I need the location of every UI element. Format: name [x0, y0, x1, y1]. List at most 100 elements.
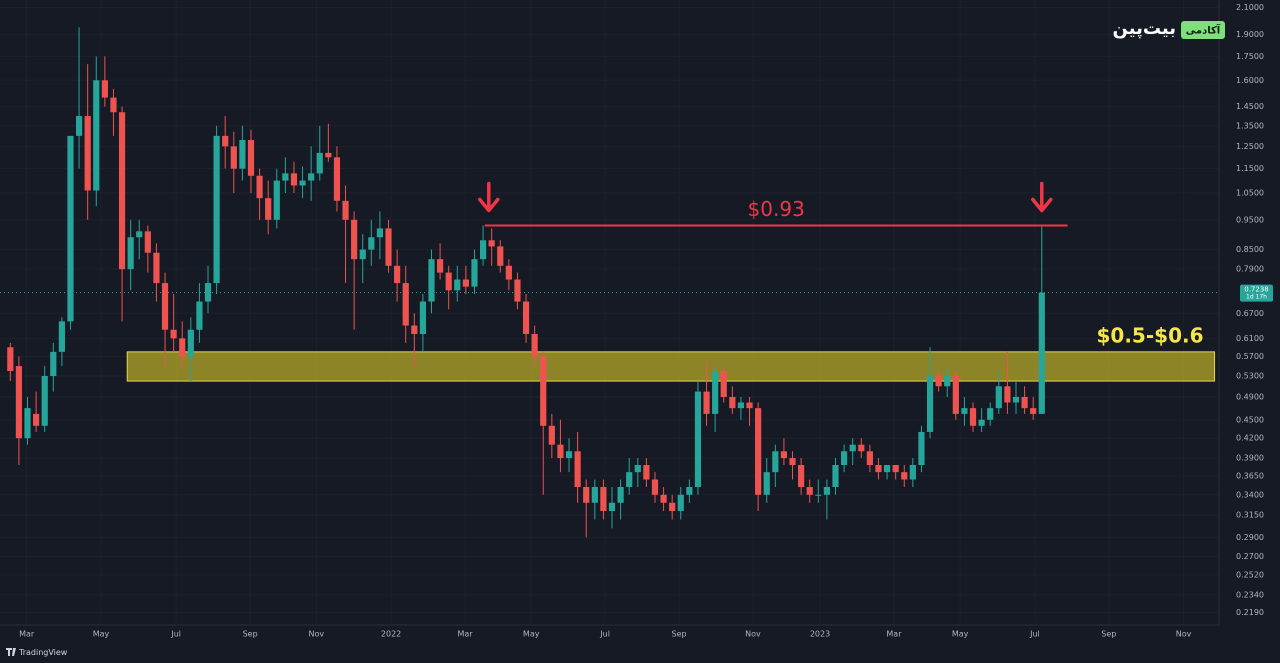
candle-body: [265, 198, 272, 220]
candle-body: [531, 334, 538, 357]
candle-body: [299, 180, 306, 186]
candle-body: [935, 375, 942, 387]
candle-body: [282, 173, 289, 181]
candle-body: [454, 279, 461, 291]
candle-body: [806, 487, 813, 495]
candle-body: [892, 465, 899, 473]
candle-body: [273, 180, 280, 220]
y-tick-label: 0.4500: [1236, 415, 1264, 424]
y-tick-label: 1.7500: [1236, 52, 1264, 61]
support-zone: [126, 351, 1216, 382]
x-tick-label: Jul: [170, 630, 181, 639]
candle-body: [41, 375, 48, 426]
plot-area: [0, 27, 1218, 538]
y-tick-label: 0.5700: [1236, 352, 1264, 361]
candle-body: [901, 472, 908, 480]
y-tick-label: 1.2500: [1236, 142, 1264, 151]
logo-badge: [1181, 21, 1225, 39]
candle-body: [58, 321, 65, 352]
x-tick-label: Sep: [672, 630, 687, 639]
candle-body: [961, 408, 968, 414]
y-tick-label: 0.6100: [1236, 334, 1264, 343]
x-tick-label: May: [93, 630, 110, 639]
y-tick-label: 0.7900: [1236, 265, 1264, 274]
candle-body: [376, 228, 384, 238]
y-tick-label: 0.3650: [1236, 471, 1264, 480]
candle-body: [944, 375, 951, 387]
candle-body: [7, 347, 14, 371]
y-tick-label: 0.2190: [1236, 608, 1264, 617]
y-tick-label: 1.4500: [1236, 102, 1264, 111]
candle-body: [394, 265, 401, 284]
x-tick-label: Mar: [19, 630, 35, 639]
y-tick-label: 0.3400: [1236, 490, 1264, 499]
y-tick-label: 1.6000: [1236, 76, 1264, 85]
candle-body: [643, 465, 650, 480]
candle-body: [230, 146, 237, 169]
candle-body: [583, 487, 590, 503]
candle-body: [84, 116, 91, 191]
x-tick-label: Nov: [309, 630, 325, 639]
x-tick-label: Jul: [1029, 630, 1040, 639]
candle-body: [325, 152, 332, 158]
candle-body: [729, 396, 736, 409]
x-tick-label: Sep: [1101, 630, 1116, 639]
candle-body: [634, 465, 641, 473]
candle-body: [840, 451, 848, 466]
candle-body: [832, 465, 839, 488]
candle-body: [669, 502, 676, 512]
footer-logo: TradingView: [6, 648, 68, 657]
candle-body: [127, 237, 134, 270]
candle-body: [883, 465, 891, 473]
y-tick-label: 0.8500: [1236, 245, 1264, 254]
candle-body: [385, 228, 392, 266]
y-tick-label: 0.2900: [1236, 533, 1264, 542]
arrow: [1031, 181, 1053, 213]
candle-body: [952, 375, 959, 414]
x-tick-label: Mar: [886, 630, 902, 639]
candle-body: [626, 472, 633, 488]
candle-body: [514, 279, 521, 302]
candle-body: [428, 259, 435, 302]
y-tick-label: 0.6700: [1236, 309, 1264, 318]
candle-body: [445, 272, 452, 291]
zone-label: $0.5-$0.6: [1097, 323, 1204, 347]
candle-body: [677, 494, 684, 512]
candle-body: [557, 444, 564, 459]
candle-body: [67, 135, 74, 322]
candle-body: [1030, 408, 1037, 414]
candle-body: [608, 502, 616, 512]
candle-body: [368, 237, 375, 250]
x-tick-label: Nov: [745, 630, 761, 639]
x-tick-label: Sep: [243, 630, 258, 639]
candle-body: [918, 431, 925, 466]
candle-body: [118, 112, 126, 270]
candle-body: [101, 80, 108, 98]
candle-body: [75, 116, 83, 136]
candle-body: [660, 494, 667, 503]
candle-body: [144, 231, 151, 253]
candle-body: [437, 259, 444, 273]
candle-body: [875, 465, 882, 473]
candle-body: [488, 240, 495, 247]
candle-body: [256, 175, 263, 199]
candle-body: [926, 375, 934, 432]
candle-body: [522, 301, 530, 335]
candle-body: [204, 283, 212, 302]
logo-brand: بیت‌پین: [1113, 18, 1176, 39]
candle-body: [411, 325, 418, 335]
candle-body: [686, 487, 693, 495]
candle-body: [763, 472, 770, 495]
price-tag: [1240, 284, 1273, 302]
x-tick-label: Mar: [457, 630, 473, 639]
resistance-label: $0.93: [748, 197, 805, 221]
footer-text: TradingView: [18, 648, 68, 657]
x-tick-label: May: [952, 630, 969, 639]
candle-body: [402, 283, 409, 326]
y-tick-label: 1.0500: [1236, 189, 1264, 198]
candle-body: [617, 487, 624, 503]
candle-body: [849, 444, 856, 452]
y-tick-label: 0.4900: [1236, 392, 1264, 401]
